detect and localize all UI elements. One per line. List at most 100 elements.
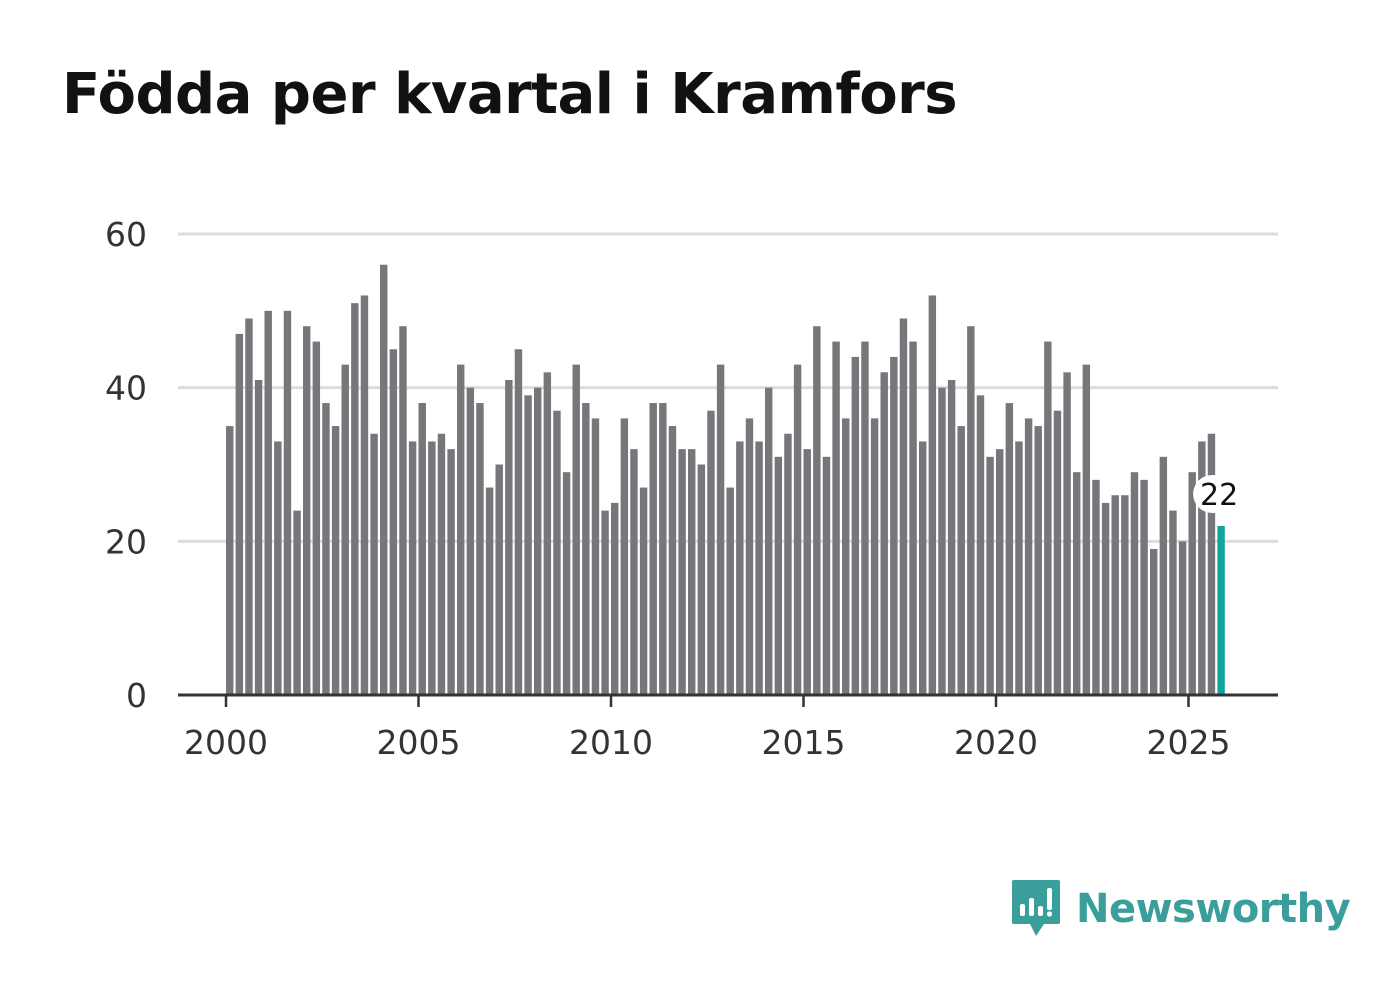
x-axis — [178, 693, 1278, 707]
y-tick-label: 0 — [126, 676, 147, 715]
bar — [707, 410, 715, 695]
bar — [774, 456, 783, 695]
bar — [688, 449, 696, 695]
bar — [1140, 479, 1148, 695]
y-tick-label: 40 — [105, 369, 147, 408]
bar — [793, 364, 802, 695]
x-tick-label: 2025 — [1147, 723, 1231, 762]
bar — [630, 449, 638, 695]
bar — [1005, 403, 1014, 695]
y-axis-labels: 0 20 40 60 — [105, 215, 147, 715]
bar — [485, 487, 494, 695]
bar — [1111, 495, 1119, 695]
bars — [226, 264, 1225, 695]
bar — [447, 449, 455, 695]
bar — [476, 403, 484, 695]
bar — [226, 426, 234, 695]
bar — [899, 318, 908, 695]
bar — [1121, 495, 1129, 695]
bar — [283, 310, 292, 695]
bar — [919, 441, 927, 695]
bar — [1082, 364, 1091, 695]
bar — [399, 326, 407, 695]
bar — [1101, 502, 1110, 695]
bar — [303, 326, 311, 695]
bar — [842, 418, 850, 695]
bar — [370, 433, 378, 695]
bar — [322, 403, 330, 695]
bar — [668, 426, 677, 695]
callout-background — [1193, 474, 1246, 513]
y-tick-label: 60 — [105, 215, 147, 254]
bar — [659, 403, 667, 695]
bar — [293, 510, 301, 695]
bar — [360, 295, 369, 695]
bar — [1092, 479, 1100, 695]
bar — [1178, 541, 1187, 695]
bar — [947, 379, 956, 695]
bar — [274, 441, 282, 695]
y-tick-label: 20 — [105, 522, 147, 561]
bar — [572, 364, 580, 695]
bar — [928, 295, 937, 695]
bar — [813, 326, 821, 695]
x-tick-label: 2000 — [184, 723, 268, 762]
bar — [505, 379, 513, 695]
bar — [1073, 472, 1081, 695]
bar — [1044, 341, 1052, 695]
bar — [514, 349, 523, 695]
bar — [1150, 549, 1158, 695]
bar — [1159, 456, 1168, 695]
bar — [832, 341, 840, 695]
highlight-value-label: 22 — [1200, 478, 1238, 513]
bar — [351, 303, 359, 695]
bar — [1053, 410, 1062, 695]
brand-logo: Newsworthy — [1010, 878, 1351, 940]
bar — [639, 487, 648, 695]
bar — [408, 441, 417, 695]
bar — [890, 356, 898, 695]
bar — [620, 418, 629, 695]
bar — [1188, 472, 1196, 695]
bar — [524, 395, 532, 695]
bar — [861, 341, 869, 695]
bar — [437, 433, 446, 695]
bar — [389, 349, 398, 695]
bar — [562, 472, 571, 695]
bar — [967, 326, 975, 695]
bar — [591, 418, 600, 695]
bar — [726, 487, 734, 695]
bar — [312, 341, 321, 695]
bar — [697, 464, 706, 695]
highlight-callout: 22 — [1193, 474, 1246, 513]
bar — [1034, 426, 1042, 695]
bar — [418, 403, 426, 695]
bar — [235, 333, 244, 695]
bar — [1130, 472, 1139, 695]
bar — [784, 433, 792, 695]
bar — [678, 449, 686, 695]
bar — [736, 441, 744, 695]
bar — [380, 264, 388, 695]
bar — [996, 449, 1004, 695]
bar — [457, 364, 465, 695]
x-tick-label: 2015 — [762, 723, 846, 762]
bar-highlight — [1217, 525, 1225, 695]
bar — [1198, 441, 1206, 695]
bar — [716, 364, 725, 695]
bar — [745, 418, 754, 695]
x-tick-label: 2010 — [569, 723, 653, 762]
bar — [870, 418, 879, 695]
bar — [1063, 372, 1071, 695]
bar — [649, 403, 657, 695]
bar — [1015, 441, 1023, 695]
bar — [254, 379, 263, 695]
bar — [428, 441, 436, 695]
bar — [957, 426, 965, 695]
bar — [582, 403, 590, 695]
bar — [341, 364, 349, 695]
bar — [880, 372, 888, 695]
bar — [1169, 510, 1177, 695]
bar — [553, 410, 561, 695]
